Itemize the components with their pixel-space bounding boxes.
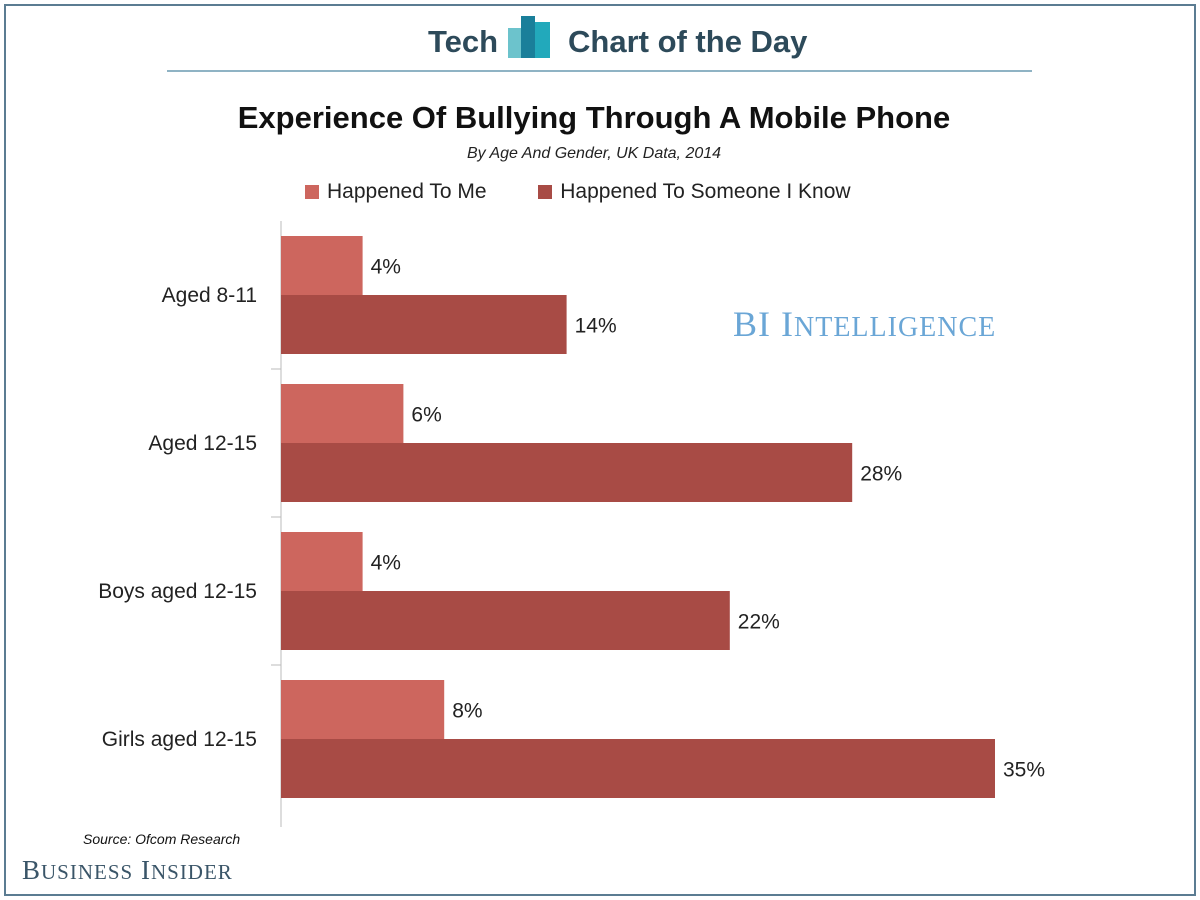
data-label: 35%	[1003, 759, 1045, 782]
header-chart-of-the-day: Chart of the Day	[568, 24, 808, 59]
legend-label-me: Happened To Me	[327, 180, 487, 204]
category-label: Aged 12-15	[148, 432, 257, 455]
data-label: 22%	[738, 611, 780, 634]
bi-intelligence-watermark: BI INTELLIGENCE	[733, 304, 997, 344]
header: Tech Chart of the Day	[0, 16, 1200, 64]
legend-label-someone: Happened To Someone I Know	[560, 180, 851, 204]
chart-title: Experience Of Bullying Through A Mobile …	[237, 100, 951, 135]
bar	[281, 295, 567, 354]
legend-swatch-me	[305, 185, 319, 200]
legend-swatch-someone	[538, 185, 553, 200]
bar	[281, 384, 404, 443]
category-label: Boys aged 12-15	[98, 580, 257, 603]
category-label: Aged 8-11	[162, 284, 257, 307]
chart-subtitle: By Age And Gender, UK Data, 2014	[466, 145, 722, 162]
source-note: Source: Ofcom Research	[83, 831, 241, 847]
business-insider-logo: BUSINESS INSIDER	[22, 855, 233, 885]
bar	[281, 680, 445, 739]
bar	[281, 739, 995, 798]
data-label: 4%	[371, 256, 401, 279]
category-label: Girls aged 12-15	[102, 728, 257, 751]
data-label: 4%	[371, 552, 401, 575]
bar	[281, 443, 853, 502]
chart-frame	[4, 4, 1196, 896]
data-label: 28%	[860, 463, 902, 486]
bar	[281, 532, 363, 591]
header-divider	[167, 70, 1032, 72]
header-tech: Tech	[428, 24, 499, 59]
data-label: 6%	[411, 404, 441, 427]
bar-chart-logo-icon	[508, 16, 550, 58]
legend: Happened To Me Happened To Someone I Kno…	[305, 180, 851, 204]
data-label: 14%	[575, 315, 617, 338]
bar	[281, 591, 730, 650]
bar	[281, 236, 363, 295]
data-label: 8%	[452, 700, 482, 723]
